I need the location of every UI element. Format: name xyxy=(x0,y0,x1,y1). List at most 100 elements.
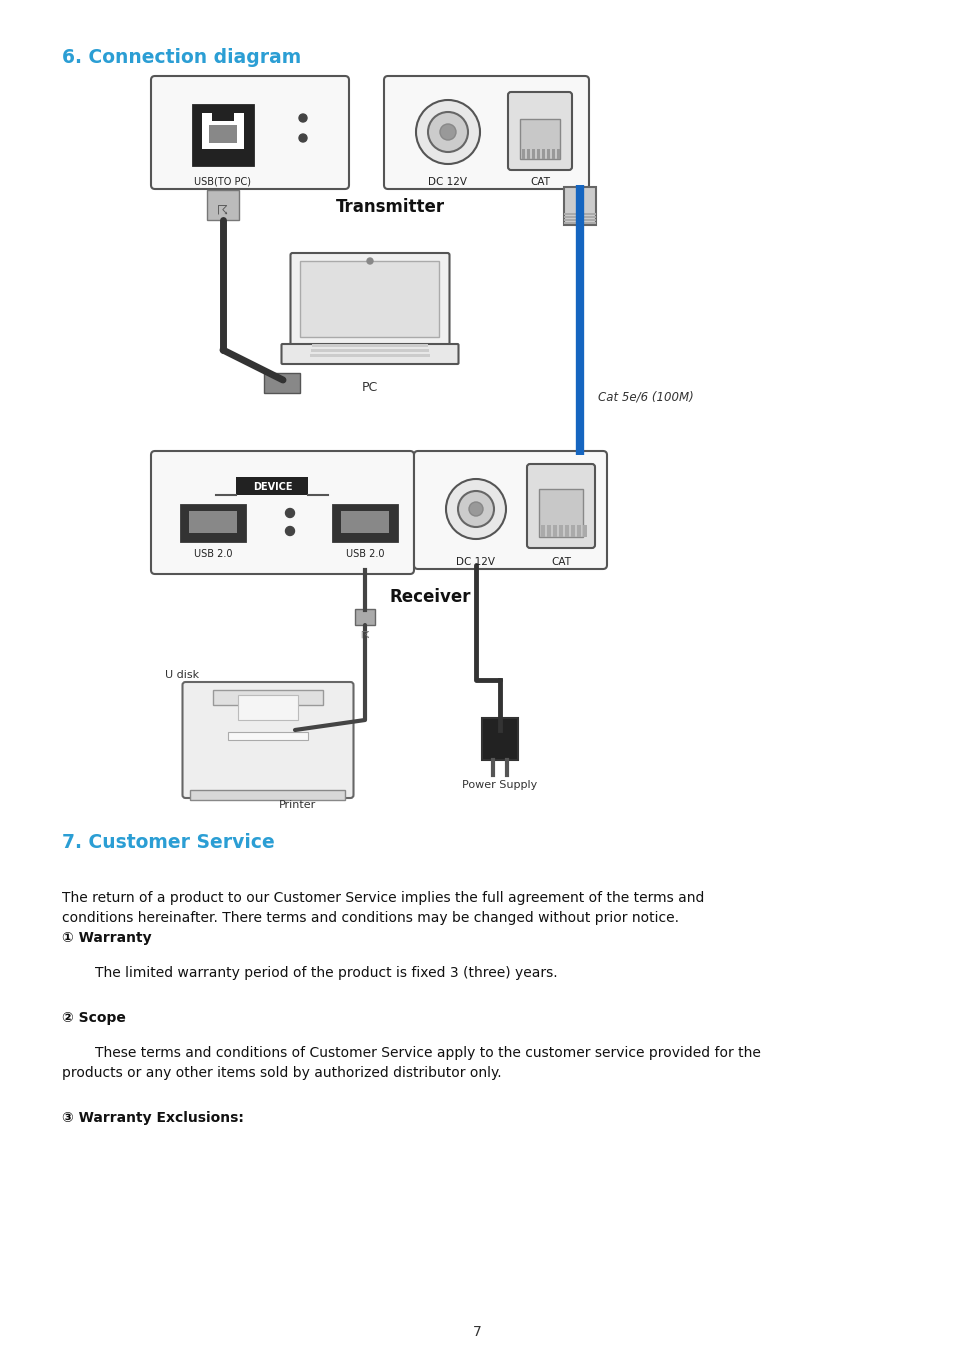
Text: PC: PC xyxy=(361,381,377,394)
Bar xyxy=(202,122,244,148)
Bar xyxy=(193,105,253,165)
Bar xyxy=(310,354,430,356)
FancyBboxPatch shape xyxy=(151,451,414,574)
Bar xyxy=(563,491,596,494)
Text: DC 12V: DC 12V xyxy=(428,177,467,188)
Text: ☈: ☈ xyxy=(360,630,369,640)
Text: DC 12V: DC 12V xyxy=(456,558,495,567)
Bar xyxy=(538,489,582,537)
Bar xyxy=(189,512,236,533)
Text: CAT: CAT xyxy=(551,558,571,567)
Bar xyxy=(233,113,244,122)
Text: 7: 7 xyxy=(472,1324,481,1339)
Circle shape xyxy=(298,134,307,142)
Bar xyxy=(213,690,323,705)
Text: U disk: U disk xyxy=(165,670,199,680)
Bar xyxy=(191,790,345,801)
Text: CAT: CAT xyxy=(530,177,550,188)
Bar xyxy=(312,344,428,347)
Circle shape xyxy=(367,258,373,265)
FancyBboxPatch shape xyxy=(507,92,572,170)
Bar xyxy=(481,718,517,760)
Text: USB(TO PC): USB(TO PC) xyxy=(194,177,252,188)
Bar xyxy=(540,525,544,537)
Bar xyxy=(264,373,299,393)
Text: Printer: Printer xyxy=(279,801,316,810)
Circle shape xyxy=(298,113,307,122)
Text: ③ Warranty Exclusions:: ③ Warranty Exclusions: xyxy=(62,1111,244,1125)
Circle shape xyxy=(469,502,482,516)
Bar xyxy=(582,525,586,537)
Polygon shape xyxy=(183,732,206,745)
Bar xyxy=(553,525,557,537)
Text: products or any other items sold by authorized distributor only.: products or any other items sold by auth… xyxy=(62,1066,501,1080)
Bar xyxy=(563,219,596,221)
Bar xyxy=(557,148,559,159)
FancyBboxPatch shape xyxy=(281,344,458,364)
Bar xyxy=(228,732,308,740)
Text: The return of a product to our Customer Service implies the full agreement of th: The return of a product to our Customer … xyxy=(62,891,703,904)
Bar xyxy=(209,126,236,143)
Bar xyxy=(202,113,212,122)
Bar xyxy=(355,609,375,625)
Bar xyxy=(541,148,544,159)
Bar xyxy=(563,489,596,491)
Circle shape xyxy=(285,509,294,517)
Bar xyxy=(563,458,596,495)
Bar xyxy=(563,216,596,217)
Bar xyxy=(564,525,568,537)
Bar xyxy=(537,148,539,159)
Bar xyxy=(519,119,559,159)
Bar xyxy=(558,525,562,537)
Bar xyxy=(237,695,297,720)
Text: Receiver: Receiver xyxy=(389,589,470,606)
Bar xyxy=(563,221,596,224)
FancyBboxPatch shape xyxy=(526,464,595,548)
Text: ☈: ☈ xyxy=(217,205,229,217)
Text: ① Warranty: ① Warranty xyxy=(62,931,152,945)
Bar xyxy=(207,190,239,220)
Bar xyxy=(333,505,396,541)
Text: These terms and conditions of Customer Service apply to the customer service pro: These terms and conditions of Customer S… xyxy=(95,1046,760,1060)
Circle shape xyxy=(446,479,505,539)
Bar xyxy=(340,512,389,533)
Text: conditions hereinafter. There terms and conditions may be changed without prior : conditions hereinafter. There terms and … xyxy=(62,911,679,925)
Bar xyxy=(563,188,596,225)
Bar xyxy=(546,148,550,159)
Circle shape xyxy=(416,100,479,163)
Bar xyxy=(563,486,596,487)
FancyBboxPatch shape xyxy=(182,682,354,798)
FancyBboxPatch shape xyxy=(291,252,449,347)
Text: DEVICE: DEVICE xyxy=(253,482,292,491)
Text: The limited warranty period of the product is fixed 3 (three) years.: The limited warranty period of the produ… xyxy=(95,967,558,980)
Polygon shape xyxy=(184,701,210,745)
Text: Transmitter: Transmitter xyxy=(335,198,444,216)
Text: ② Scope: ② Scope xyxy=(62,1011,126,1025)
Text: 6. Connection diagram: 6. Connection diagram xyxy=(62,49,301,68)
Bar xyxy=(236,477,308,495)
Bar xyxy=(181,505,245,541)
FancyBboxPatch shape xyxy=(384,76,588,189)
Bar xyxy=(311,350,429,352)
Text: USB 2.0: USB 2.0 xyxy=(345,549,384,559)
Bar xyxy=(300,261,439,338)
Bar xyxy=(577,525,580,537)
Circle shape xyxy=(439,124,456,140)
Bar xyxy=(563,483,596,485)
Text: Power Supply: Power Supply xyxy=(462,780,537,790)
Bar xyxy=(552,148,555,159)
Bar xyxy=(546,525,551,537)
Bar xyxy=(571,525,575,537)
Circle shape xyxy=(457,491,494,526)
Bar xyxy=(532,148,535,159)
Text: Cat 5e/6 (100M): Cat 5e/6 (100M) xyxy=(598,390,693,404)
Circle shape xyxy=(285,526,294,536)
FancyBboxPatch shape xyxy=(414,451,606,568)
Bar xyxy=(526,148,530,159)
FancyBboxPatch shape xyxy=(151,76,349,189)
Circle shape xyxy=(428,112,468,153)
Bar xyxy=(563,213,596,215)
Text: 7. Customer Service: 7. Customer Service xyxy=(62,833,274,852)
Bar xyxy=(521,148,524,159)
Text: USB 2.0: USB 2.0 xyxy=(193,549,232,559)
